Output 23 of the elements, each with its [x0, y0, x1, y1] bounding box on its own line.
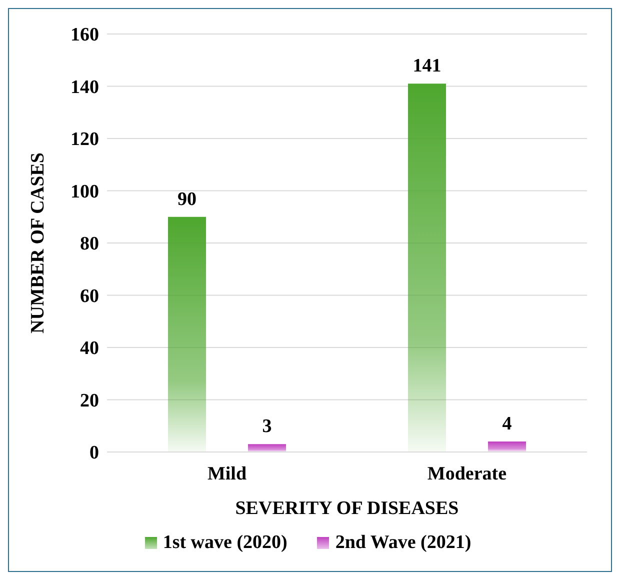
y-tick-label: 120: [70, 129, 99, 150]
y-tick-label: 60: [80, 286, 99, 307]
data-label: 4: [502, 414, 512, 435]
y-tick-label: 80: [80, 234, 99, 255]
x-tick-label: Moderate: [427, 463, 507, 484]
y-tick-label: 100: [70, 181, 99, 202]
bar: [168, 216, 206, 452]
data-label: 141: [412, 56, 442, 77]
x-axis-title: SEVERITY OF DISEASES: [235, 498, 459, 519]
legend-label: 2nd Wave (2021): [334, 532, 472, 554]
y-tick-label: 40: [80, 338, 99, 360]
bar: [248, 444, 286, 452]
y-tick-label: 140: [70, 76, 99, 98]
legend-label: 1st wave (2020): [162, 532, 288, 554]
data-label: 90: [178, 188, 196, 210]
x-tick-label: Mild: [207, 463, 247, 484]
bar: [488, 442, 526, 452]
y-axis-title: NUMBER OF CASES: [28, 152, 49, 334]
y-tick-label: 20: [80, 390, 99, 412]
bar: [408, 84, 446, 452]
y-tick-label: 160: [70, 24, 99, 46]
data-label: 3: [262, 416, 272, 438]
y-tick-label: 0: [90, 442, 99, 464]
